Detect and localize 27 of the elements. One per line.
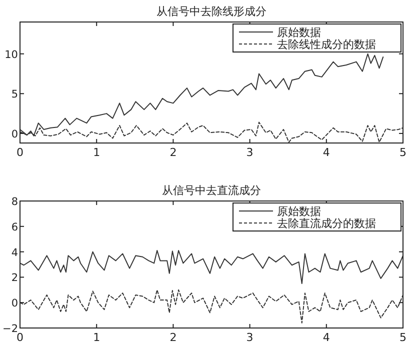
- y-tick-label: 2: [11, 272, 18, 284]
- y-tick-label: 0: [11, 298, 18, 310]
- x-tick-label: 1: [93, 146, 100, 159]
- y-tick-label: 8: [11, 196, 18, 208]
- y-tick-label: 6: [11, 221, 18, 234]
- x-tick-label: 2: [170, 146, 177, 159]
- x-tick-label: 4: [322, 146, 330, 159]
- x-tick-label: 5: [400, 146, 406, 159]
- line-series: [20, 289, 404, 324]
- legend-label: 原始数据: [277, 26, 321, 39]
- x-tick-label: 3: [246, 331, 254, 344]
- line-series: [20, 250, 404, 284]
- legend-label: 原始数据: [277, 205, 321, 218]
- y-tick-label: 10: [4, 48, 18, 61]
- x-tick-label: 2: [170, 331, 177, 344]
- chart-title: 从信号中去直流成分: [162, 184, 261, 197]
- chart-title: 从信号中去除线形成分: [156, 5, 266, 18]
- y-tick-label: 5: [11, 88, 18, 101]
- y-tick-label: −2: [2, 323, 18, 335]
- y-tick-label: 4: [11, 246, 18, 259]
- legend-label: 去除直流成分的数据: [277, 217, 376, 230]
- legend-label: 去除线性成分的数据: [277, 38, 376, 51]
- x-tick-label: 5: [400, 331, 406, 344]
- x-tick-label: 1: [93, 331, 100, 344]
- y-tick-label: 0: [11, 128, 18, 140]
- x-tick-label: 4: [322, 331, 330, 344]
- x-tick-label: 3: [246, 146, 254, 159]
